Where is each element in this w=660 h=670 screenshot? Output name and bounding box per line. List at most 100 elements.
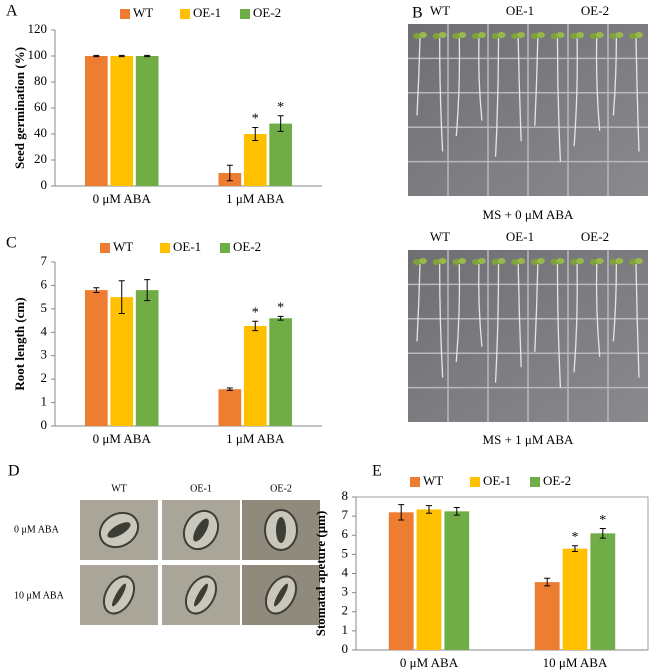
leaf: [491, 33, 500, 39]
root: [612, 37, 618, 116]
pore: [276, 517, 286, 543]
y-axis-label: Root length (cm): [12, 297, 27, 390]
y-tick-label: 0: [41, 417, 48, 432]
panel-label: D: [8, 463, 20, 480]
legend-swatch: [100, 243, 110, 253]
bar: [590, 533, 616, 650]
y-tick-label: 4: [342, 564, 349, 579]
leaf: [635, 32, 643, 38]
y-axis-label: Seed germination (%): [12, 47, 27, 169]
pore: [112, 583, 126, 607]
y-tick-label: 5: [342, 545, 349, 560]
root: [416, 37, 421, 116]
error-bar: [226, 387, 233, 391]
legend-label: OE-1: [193, 5, 221, 20]
leaf: [419, 258, 427, 264]
bar: [84, 290, 108, 426]
leaf: [432, 259, 441, 265]
leaf: [530, 33, 539, 39]
panel-label: B: [412, 5, 423, 22]
root: [438, 37, 444, 152]
legend-swatch: [120, 9, 130, 19]
stomata-row-label: 0 μM ABA: [14, 524, 60, 535]
leaf: [550, 259, 559, 265]
leaf: [595, 258, 604, 264]
error-bar: [426, 505, 432, 514]
leaf: [452, 259, 461, 265]
legend-swatch: [220, 243, 230, 253]
pore: [193, 518, 209, 542]
leaf: [458, 32, 467, 38]
pore: [274, 583, 288, 607]
y-tick-label: 1: [342, 622, 349, 637]
root: [455, 263, 461, 363]
legend-label: OE-1: [483, 473, 511, 488]
legend-label: OE-1: [173, 239, 201, 254]
y-tick-label: 6: [342, 526, 349, 541]
legend-label: OE-2: [543, 473, 571, 488]
x-tick-label: 0 μM ABA: [93, 191, 152, 206]
plate-caption: MS + 0 μM ABA: [483, 207, 574, 222]
y-tick-label: 60: [34, 99, 47, 114]
error-bar: [453, 507, 460, 516]
leaf: [615, 258, 624, 264]
leaf: [570, 33, 579, 39]
leaf: [536, 32, 545, 38]
bar: [562, 548, 588, 650]
leaf: [629, 33, 637, 39]
leaf: [589, 33, 598, 39]
legend-label: WT: [113, 239, 133, 254]
y-tick-label: 3: [41, 347, 48, 362]
plates: WT OE-1 OE-2 WT OE-1 OE-2: [408, 3, 648, 422]
error-bar: [599, 528, 606, 539]
leaf: [413, 259, 421, 265]
error-bar: [572, 545, 578, 553]
legend-label: WT: [423, 473, 443, 488]
root: [494, 263, 500, 383]
leaf: [477, 258, 486, 264]
leaf: [576, 32, 585, 38]
legend-swatch: [410, 477, 420, 487]
leaf: [589, 259, 598, 265]
y-tick-label: 2: [41, 370, 48, 385]
root: [478, 37, 483, 121]
error-bar: [252, 320, 259, 332]
leaf: [511, 33, 520, 39]
leaf: [471, 259, 480, 265]
bar: [110, 56, 134, 186]
bar: [84, 56, 108, 186]
root: [573, 263, 578, 373]
root: [556, 37, 562, 162]
legend-label: WT: [133, 5, 153, 20]
root: [455, 37, 461, 137]
error-bar: [144, 279, 151, 302]
error-bar: [118, 280, 125, 315]
legend-swatch: [160, 243, 170, 253]
bar: [243, 134, 267, 186]
x-tick-label: 1 μM ABA: [226, 431, 285, 446]
panel-label: C: [6, 235, 17, 252]
leaf: [438, 32, 447, 38]
plate-column-label: OE-1: [506, 229, 534, 244]
error-bar: [93, 287, 100, 293]
leaf: [556, 258, 565, 264]
leaf: [550, 33, 559, 39]
leaf: [419, 32, 427, 38]
x-tick-label: 0 μM ABA: [400, 655, 459, 670]
leaf: [530, 259, 539, 265]
root: [517, 263, 522, 368]
bar: [110, 297, 134, 426]
plate-column-label: OE-2: [581, 3, 609, 18]
y-tick-label: 20: [34, 151, 47, 166]
error-bar: [544, 577, 551, 587]
leaf: [511, 259, 520, 265]
error-bar: [277, 115, 284, 132]
leaf: [497, 32, 506, 38]
significance-mark: *: [277, 100, 284, 115]
root: [517, 37, 522, 142]
y-tick-label: 40: [34, 125, 47, 140]
legend-label: OE-2: [253, 5, 281, 20]
leaf: [576, 258, 585, 264]
plate-column-label: WT: [430, 3, 450, 18]
bar: [416, 509, 442, 650]
